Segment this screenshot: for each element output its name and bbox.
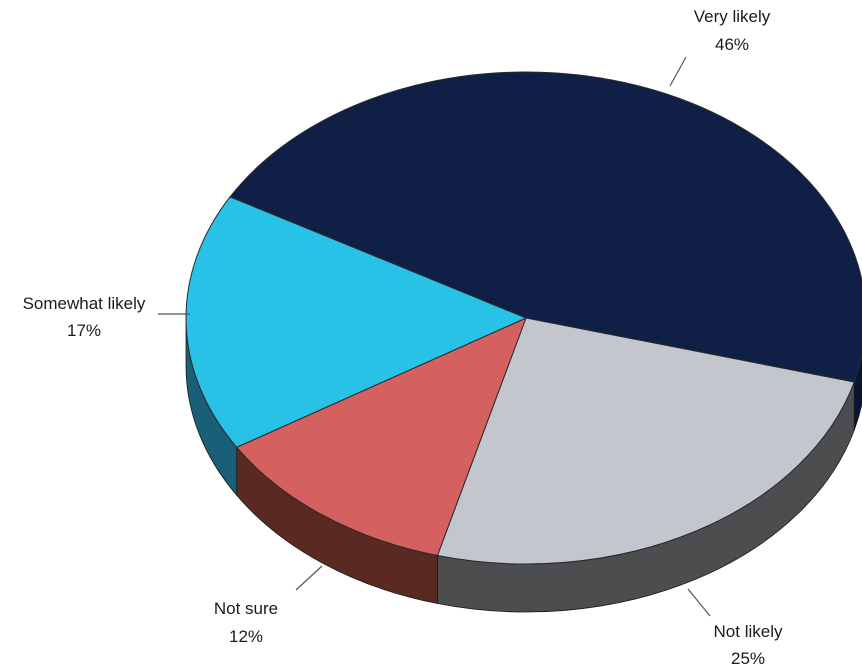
slice-not-sure xyxy=(235,317,527,557)
leader-very-likely xyxy=(669,56,687,87)
slice-label-not-sure: Not sure xyxy=(214,599,278,618)
slice-value-somewhat-likely: 17% xyxy=(67,321,101,340)
slice-value-not-likely: 25% xyxy=(731,649,765,666)
slice-somewhat-likely xyxy=(185,196,528,448)
slice-label-somewhat-likely: Somewhat likely xyxy=(23,294,146,313)
slice-label-not-likely: Not likely xyxy=(714,622,783,641)
slice-not-likely xyxy=(436,317,855,565)
slice-value-very-likely: 46% xyxy=(715,35,749,54)
leader-not-likely xyxy=(687,588,711,617)
leader-not-sure xyxy=(295,565,323,591)
pie-slices xyxy=(185,71,862,565)
slice-label-very-likely: Very likely xyxy=(694,7,771,26)
slice-value-not-sure: 12% xyxy=(229,627,263,646)
